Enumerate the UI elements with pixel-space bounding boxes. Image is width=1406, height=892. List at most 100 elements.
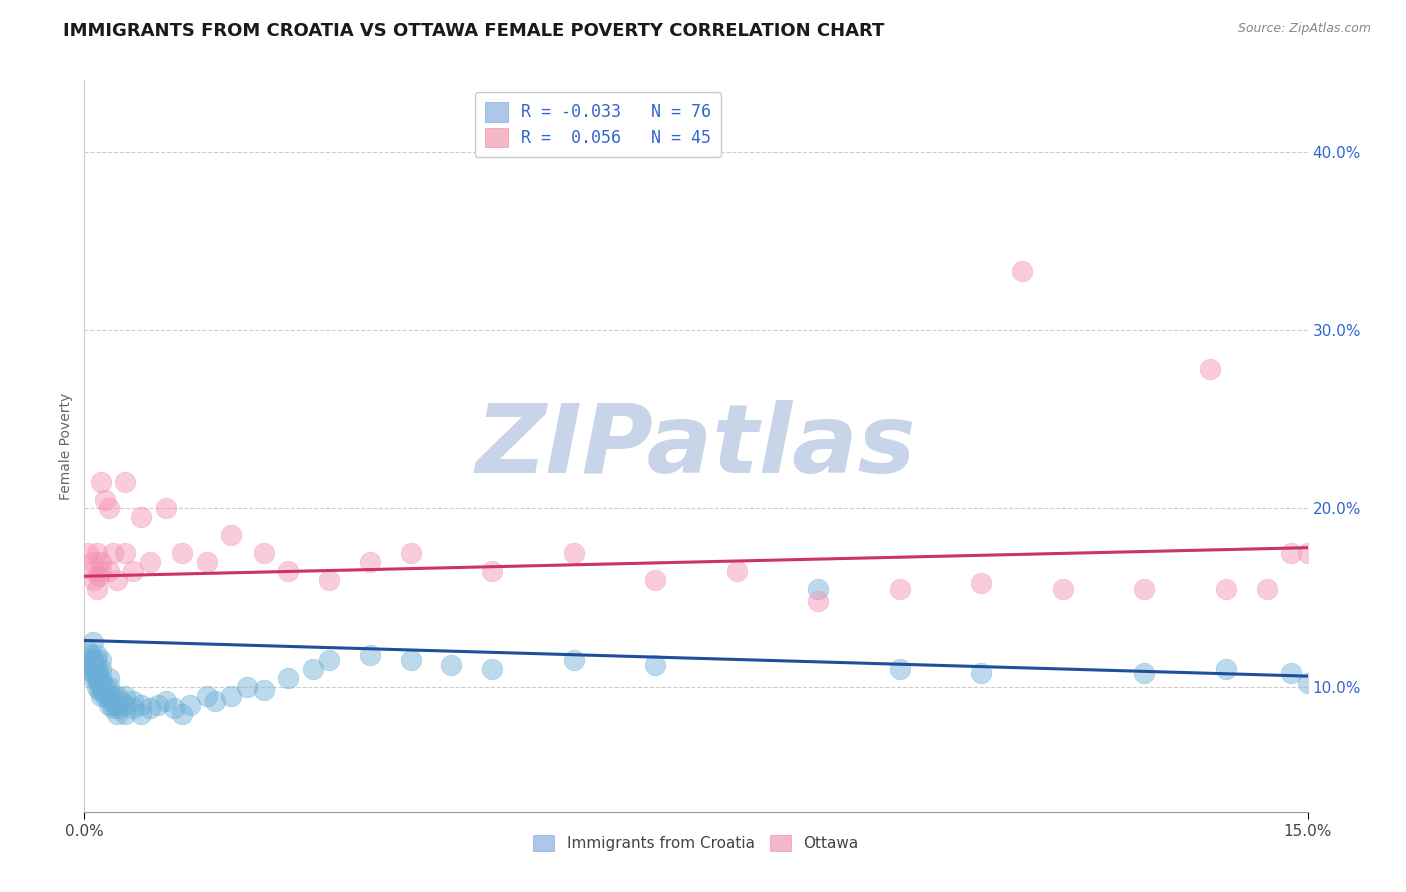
Point: [1296, 676, 1319, 690]
Point: [122, 701, 145, 715]
Point: [889, 582, 911, 596]
Point: [644, 573, 666, 587]
Point: [80, 648, 103, 662]
Point: [1296, 546, 1319, 560]
Point: [91, 676, 114, 690]
Point: [107, 701, 129, 715]
Point: [110, 694, 132, 708]
Point: [219, 689, 242, 703]
Point: [1279, 665, 1302, 680]
Point: [1133, 582, 1156, 596]
Point: [138, 701, 160, 715]
Point: [1133, 665, 1156, 680]
Point: [83, 573, 105, 587]
Point: [155, 501, 177, 516]
Point: [97, 564, 120, 578]
Point: [219, 528, 242, 542]
Point: [100, 694, 122, 708]
Point: [90, 475, 112, 489]
Point: [889, 662, 911, 676]
Point: [399, 546, 422, 560]
Point: [172, 546, 194, 560]
Point: [101, 701, 124, 715]
Point: [82, 658, 104, 673]
Point: [82, 564, 104, 578]
Point: [82, 653, 104, 667]
Point: [82, 671, 104, 685]
Point: [82, 555, 104, 569]
Point: [318, 653, 340, 667]
Point: [122, 564, 145, 578]
Point: [86, 582, 108, 596]
Point: [101, 546, 124, 560]
Point: [122, 694, 145, 708]
Point: [90, 680, 112, 694]
Point: [86, 662, 108, 676]
Point: [101, 689, 124, 703]
Point: [253, 546, 276, 560]
Point: [90, 555, 112, 569]
Point: [1011, 264, 1033, 278]
Point: [114, 706, 136, 721]
Point: [301, 662, 323, 676]
Point: [90, 689, 112, 703]
Point: [481, 662, 503, 676]
Point: [1198, 362, 1220, 376]
Point: [86, 671, 108, 685]
Point: [114, 689, 136, 703]
Point: [91, 683, 114, 698]
Point: [131, 510, 153, 524]
Point: [359, 648, 381, 662]
Text: ZIPatlas: ZIPatlas: [475, 400, 917, 492]
Point: [1052, 582, 1074, 596]
Point: [82, 635, 104, 649]
Point: [131, 698, 153, 712]
Point: [195, 555, 218, 569]
Point: [86, 665, 108, 680]
Point: [105, 689, 128, 703]
Point: [87, 676, 110, 690]
Point: [562, 546, 585, 560]
Point: [97, 680, 120, 694]
Point: [179, 698, 201, 712]
Point: [90, 653, 112, 667]
Point: [83, 665, 105, 680]
Point: [90, 662, 112, 676]
Point: [93, 492, 115, 507]
Point: [105, 573, 128, 587]
Point: [87, 683, 110, 698]
Legend: Immigrants from Croatia, Ottawa: Immigrants from Croatia, Ottawa: [526, 828, 866, 859]
Point: [1256, 582, 1278, 596]
Point: [87, 569, 110, 583]
Point: [97, 689, 120, 703]
Point: [277, 671, 299, 685]
Point: [77, 546, 100, 560]
Point: [155, 694, 177, 708]
Text: IMMIGRANTS FROM CROATIA VS OTTAWA FEMALE POVERTY CORRELATION CHART: IMMIGRANTS FROM CROATIA VS OTTAWA FEMALE…: [63, 22, 884, 40]
Point: [104, 698, 127, 712]
Point: [807, 594, 830, 608]
Point: [807, 582, 830, 596]
Point: [970, 576, 993, 591]
Point: [562, 653, 585, 667]
Point: [318, 573, 340, 587]
Point: [86, 671, 108, 685]
Point: [77, 644, 100, 658]
Point: [399, 653, 422, 667]
Point: [1215, 662, 1237, 676]
Point: [440, 658, 463, 673]
Point: [172, 706, 194, 721]
Point: [105, 706, 128, 721]
Point: [163, 701, 186, 715]
Point: [105, 698, 128, 712]
Point: [84, 658, 107, 673]
Point: [253, 683, 276, 698]
Point: [90, 671, 112, 685]
Text: Source: ZipAtlas.com: Source: ZipAtlas.com: [1237, 22, 1371, 36]
Point: [97, 698, 120, 712]
Point: [97, 671, 120, 685]
Point: [195, 689, 218, 703]
Point: [131, 706, 153, 721]
Point: [93, 689, 115, 703]
Point: [1313, 555, 1336, 569]
